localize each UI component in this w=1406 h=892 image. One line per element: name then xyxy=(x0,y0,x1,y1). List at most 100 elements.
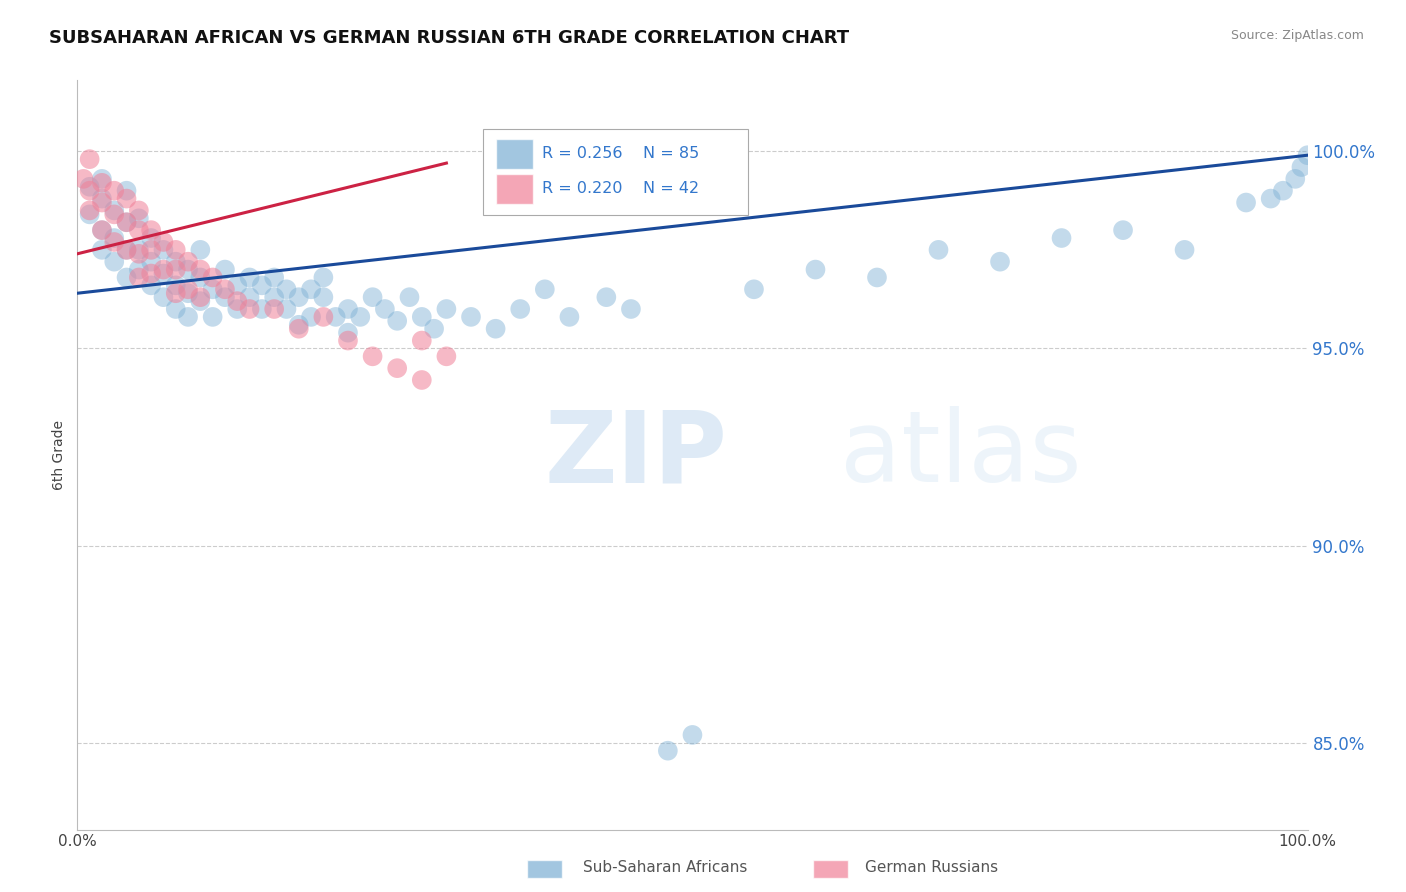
Point xyxy=(177,310,200,324)
Point xyxy=(337,334,360,348)
Point xyxy=(165,262,187,277)
Point xyxy=(128,203,150,218)
Point xyxy=(79,184,101,198)
Point xyxy=(152,235,174,249)
Text: atlas: atlas xyxy=(841,407,1081,503)
Point xyxy=(276,282,298,296)
Point xyxy=(299,282,322,296)
Point xyxy=(188,290,212,304)
Point xyxy=(141,254,163,268)
Point xyxy=(1272,184,1295,198)
Bar xyxy=(496,174,533,204)
Point xyxy=(436,349,458,363)
Point xyxy=(423,322,446,336)
Point xyxy=(276,301,298,316)
Point xyxy=(165,278,187,293)
Point xyxy=(385,361,409,376)
Point xyxy=(90,176,114,190)
Point xyxy=(165,254,187,268)
Point xyxy=(152,267,174,281)
Text: Sub-Saharan Africans: Sub-Saharan Africans xyxy=(583,861,748,875)
Point xyxy=(201,282,224,296)
Point xyxy=(115,215,138,229)
Point xyxy=(226,294,249,309)
Point xyxy=(509,301,531,316)
Point xyxy=(299,310,322,324)
Point xyxy=(188,294,212,309)
Point xyxy=(103,203,125,218)
Point xyxy=(620,301,643,316)
Text: Source: ZipAtlas.com: Source: ZipAtlas.com xyxy=(1230,29,1364,42)
Point xyxy=(682,728,704,742)
Y-axis label: 6th Grade: 6th Grade xyxy=(52,420,66,490)
Point xyxy=(90,195,114,210)
Point xyxy=(1112,223,1135,237)
Point xyxy=(115,243,138,257)
Text: German Russians: German Russians xyxy=(865,861,998,875)
Point xyxy=(141,278,163,293)
Point xyxy=(866,270,889,285)
Point xyxy=(90,223,114,237)
Point xyxy=(214,262,236,277)
Point xyxy=(128,247,150,261)
Point xyxy=(188,270,212,285)
Point xyxy=(79,207,101,221)
Point xyxy=(385,314,409,328)
Point xyxy=(115,243,138,257)
Point xyxy=(263,290,285,304)
Point xyxy=(141,243,163,257)
Point xyxy=(103,254,125,268)
Point xyxy=(177,282,200,296)
Point xyxy=(177,286,200,301)
Point xyxy=(188,243,212,257)
Point xyxy=(141,231,163,245)
Point xyxy=(312,310,335,324)
Point xyxy=(141,223,163,237)
Point xyxy=(177,262,200,277)
Point xyxy=(115,270,138,285)
Point xyxy=(398,290,420,304)
Point xyxy=(128,270,150,285)
Text: SUBSAHARAN AFRICAN VS GERMAN RUSSIAN 6TH GRADE CORRELATION CHART: SUBSAHARAN AFRICAN VS GERMAN RUSSIAN 6TH… xyxy=(49,29,849,46)
Point xyxy=(103,184,125,198)
Point xyxy=(165,286,187,301)
Point xyxy=(288,290,311,304)
Point xyxy=(152,243,174,257)
Point xyxy=(79,203,101,218)
Point xyxy=(337,301,360,316)
Point xyxy=(239,270,262,285)
Point xyxy=(1234,195,1257,210)
Point xyxy=(988,254,1011,268)
Point xyxy=(288,318,311,332)
Point xyxy=(250,278,273,293)
Point xyxy=(374,301,396,316)
Point xyxy=(115,184,138,198)
Point xyxy=(90,172,114,186)
Point xyxy=(1291,160,1313,174)
Point xyxy=(1284,172,1306,186)
Point xyxy=(263,301,285,316)
Point xyxy=(485,322,508,336)
Point xyxy=(312,290,335,304)
Point xyxy=(152,262,174,277)
Point xyxy=(115,192,138,206)
Text: R = 0.220    N = 42: R = 0.220 N = 42 xyxy=(543,181,700,196)
Point xyxy=(177,254,200,268)
Point xyxy=(152,290,174,304)
Point xyxy=(128,223,150,237)
Point xyxy=(436,301,458,316)
Point xyxy=(337,326,360,340)
Point xyxy=(201,270,224,285)
Point xyxy=(460,310,482,324)
Point xyxy=(72,172,94,186)
Point xyxy=(558,310,581,324)
Point xyxy=(742,282,765,296)
Point xyxy=(411,310,433,324)
Point xyxy=(141,267,163,281)
Text: R = 0.256    N = 85: R = 0.256 N = 85 xyxy=(543,146,700,161)
Point xyxy=(239,290,262,304)
Point xyxy=(1050,231,1073,245)
Point xyxy=(928,243,950,257)
Point xyxy=(90,192,114,206)
Point xyxy=(1174,243,1197,257)
